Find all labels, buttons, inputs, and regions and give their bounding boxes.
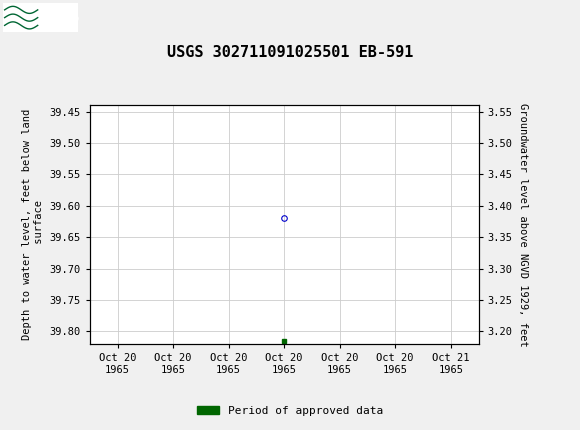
- Legend: Period of approved data: Period of approved data: [193, 401, 387, 420]
- Text: USGS 302711091025501 EB-591: USGS 302711091025501 EB-591: [167, 46, 413, 61]
- Y-axis label: Depth to water level, feet below land
 surface: Depth to water level, feet below land su…: [23, 109, 44, 340]
- Y-axis label: Groundwater level above NGVD 1929, feet: Groundwater level above NGVD 1929, feet: [518, 103, 528, 347]
- Text: USGS: USGS: [44, 10, 80, 25]
